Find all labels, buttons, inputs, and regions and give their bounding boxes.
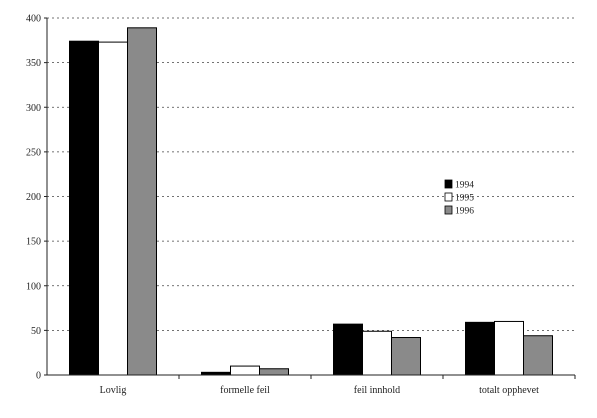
x-tick-label: feil innhold: [354, 385, 400, 396]
bars: [69, 27, 553, 376]
y-tick-label: 150: [26, 237, 41, 248]
legend-label: 1994: [455, 181, 474, 191]
bar-1994: [69, 40, 99, 376]
legend-swatch-1994: [444, 179, 453, 189]
bar-1995: [230, 365, 260, 376]
y-tick-label: 200: [26, 192, 41, 203]
y-tick-label: 250: [26, 147, 41, 158]
legend-label: 1995: [455, 194, 474, 204]
bar-1996: [259, 368, 289, 376]
legend: 1994 1995 1996: [444, 179, 474, 217]
y-tick-label: 0: [36, 371, 41, 382]
bar-1994: [465, 321, 495, 376]
x-tick-label: Lovlig: [100, 385, 127, 396]
legend-swatch-1995: [444, 192, 453, 202]
bar-1996: [523, 335, 553, 376]
y-tick-label: 350: [26, 58, 41, 69]
legend-swatch-1996: [444, 205, 453, 215]
bar-1995: [494, 320, 524, 376]
y-tick-label: 100: [26, 281, 41, 292]
y-tick-label: 50: [31, 326, 41, 337]
bar-1996: [127, 27, 157, 376]
axes: 0 50 100 150 200 250 300 350 400 Lovlig formelle f…: [26, 14, 576, 396]
bar-1996: [391, 337, 421, 376]
y-tick-label: 400: [26, 14, 41, 25]
legend-label: 1996: [455, 207, 474, 217]
x-tick-label: formelle feil: [220, 385, 270, 396]
bar-1995: [98, 41, 128, 376]
x-tick-label: totalt opphevet: [479, 385, 539, 396]
y-tick-label: 300: [26, 103, 41, 114]
bar-1995: [362, 330, 392, 376]
bar-1994: [333, 323, 363, 376]
